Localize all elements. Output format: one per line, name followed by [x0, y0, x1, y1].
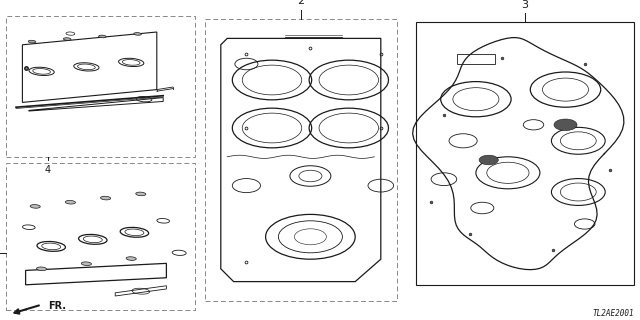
Text: TL2AE2001: TL2AE2001: [592, 309, 634, 318]
Ellipse shape: [126, 257, 136, 260]
Ellipse shape: [100, 196, 111, 200]
Ellipse shape: [65, 200, 76, 204]
Bar: [6, 163, 195, 310]
Ellipse shape: [99, 35, 106, 38]
Text: FR.: FR.: [48, 300, 66, 311]
Ellipse shape: [63, 38, 71, 40]
Text: 3: 3: [522, 0, 528, 10]
Text: 2: 2: [297, 0, 305, 6]
Circle shape: [554, 119, 577, 131]
Ellipse shape: [28, 40, 36, 43]
Circle shape: [479, 155, 499, 165]
Bar: [416, 22, 634, 285]
Ellipse shape: [134, 33, 141, 35]
Text: 4: 4: [45, 165, 51, 175]
Ellipse shape: [136, 192, 146, 196]
Ellipse shape: [36, 267, 47, 271]
Ellipse shape: [30, 204, 40, 208]
Bar: [205, 19, 397, 301]
Bar: [6, 16, 195, 157]
Ellipse shape: [81, 262, 92, 266]
